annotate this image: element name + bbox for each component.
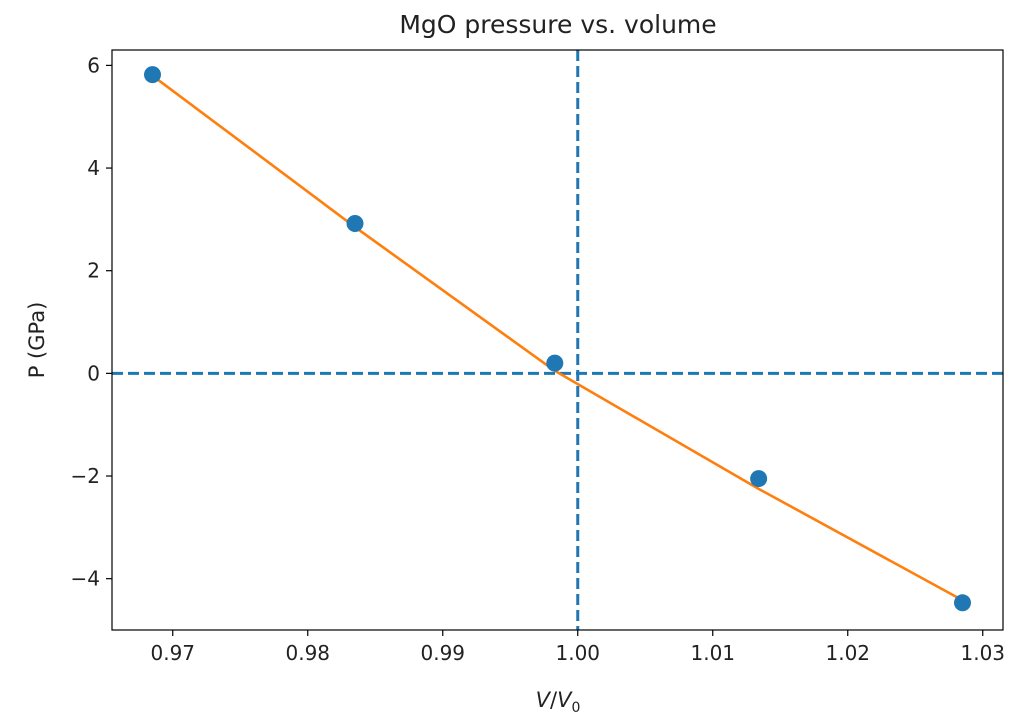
data-point <box>954 594 971 612</box>
plot-area <box>112 50 1003 630</box>
data-point <box>346 214 364 232</box>
x-tick-label: 1.01 <box>690 641 735 665</box>
y-tick-label: 0 <box>87 361 100 385</box>
y-tick-label: 6 <box>87 53 100 77</box>
x-tick-label: 0.98 <box>285 641 330 665</box>
x-tick-label: 1.00 <box>555 641 600 665</box>
x-axis-label-subscript: 0 <box>571 700 580 716</box>
x-axis-label: V/V0 <box>536 688 581 716</box>
x-tick-label: 0.97 <box>150 641 195 665</box>
data-point <box>546 354 564 372</box>
x-axis-label-denominator: V <box>557 688 573 712</box>
x-axis-ticks: 0.97 0.98 0.99 1.00 1.01 1.02 1.03 <box>150 630 1005 665</box>
y-tick-label: −2 <box>71 464 100 488</box>
data-point <box>750 470 768 488</box>
y-axis-label: P (GPa) <box>25 302 49 379</box>
x-tick-label: 1.03 <box>960 641 1005 665</box>
x-axis-label-numerator: V <box>536 688 552 712</box>
x-tick-label: 1.02 <box>825 641 870 665</box>
y-tick-label: 2 <box>87 259 100 283</box>
x-tick-label: 0.99 <box>420 641 465 665</box>
y-tick-label: 4 <box>87 156 100 180</box>
reference-lines <box>112 50 1003 630</box>
y-axis-ticks: −4 −2 0 2 4 6 <box>71 53 112 591</box>
y-tick-label: −4 <box>71 567 100 591</box>
series-points <box>144 66 971 612</box>
data-point <box>144 66 161 84</box>
plot-frame <box>111 49 1004 631</box>
chart-title: MgO pressure vs. volume <box>399 10 716 39</box>
x-axis-label-separator: / <box>550 688 558 712</box>
